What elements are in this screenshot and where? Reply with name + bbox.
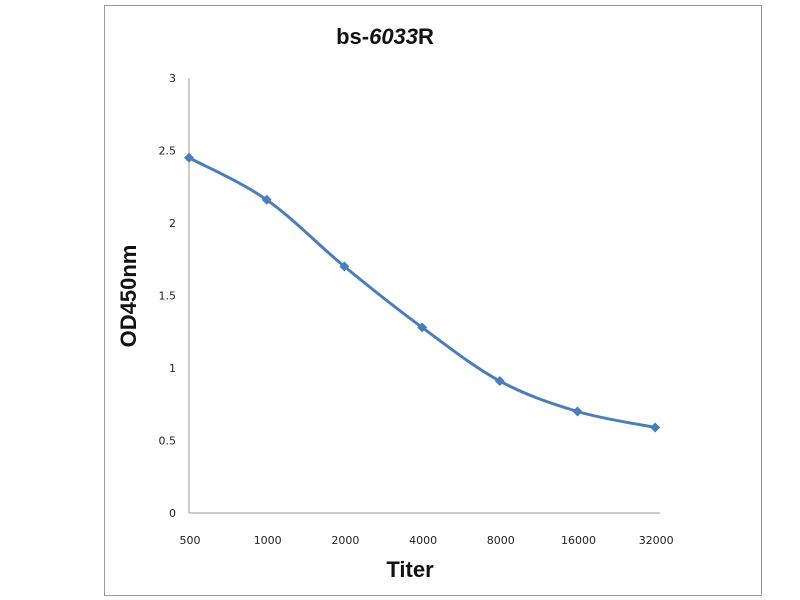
x-tick-label: 8000 [487,534,515,547]
x-tick-label: 4000 [409,534,437,547]
x-tick-label: 1000 [254,534,282,547]
series-line [188,156,656,429]
x-tick-label: 32000 [639,534,674,547]
y-tick-label: 2 [169,217,176,230]
data-point-marker [261,194,272,205]
x-axis-label: Titer [386,557,434,582]
y-tick-label: 0.5 [159,435,177,448]
data-point-marker [339,261,350,272]
data-point-marker [494,376,505,387]
data-point-marker [184,152,194,163]
x-tick-label: 16000 [561,534,596,547]
x-tick-label: 500 [180,534,201,547]
x-tick-label: 2000 [331,534,359,547]
y-tick-label: 1 [169,362,176,375]
y-tick-label: 2.5 [159,145,177,158]
y-tick-label: 1.5 [159,290,177,303]
y-tick-label: 0 [169,507,176,520]
chart-frame [104,5,762,596]
data-point-marker [572,406,583,417]
y-tick-label: 3 [169,72,176,85]
data-point-marker [417,322,428,333]
y-axis-label: OD450nm [116,245,141,348]
chart-title: bs-6033R [336,24,434,49]
data-point-marker [650,422,661,433]
